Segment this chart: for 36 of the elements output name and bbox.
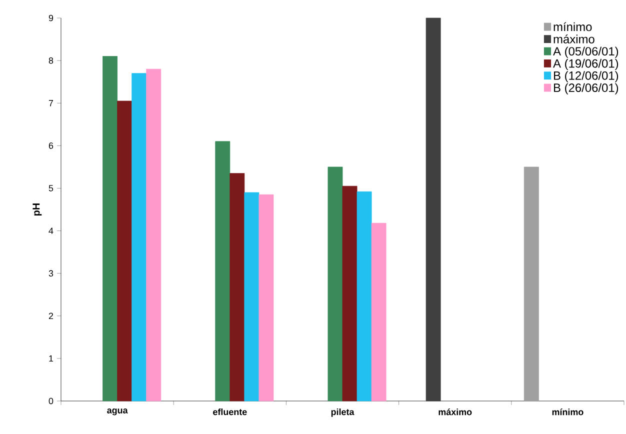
legend-label: A (05/06/01)	[553, 46, 618, 58]
bar	[102, 56, 118, 402]
y-tick-label: 7	[48, 100, 54, 106]
y-tick-label: 8	[48, 57, 54, 64]
x-tick-label: efluente	[213, 408, 247, 416]
bar	[258, 194, 274, 402]
legend-label: B (26/06/01)	[554, 83, 618, 94]
y-axis-title: pH	[32, 204, 42, 216]
bar	[342, 186, 358, 402]
bar	[117, 100, 132, 402]
y-tick-label: 4	[48, 228, 54, 234]
x-tick-label: pileta	[331, 408, 354, 417]
y-tick-label: 6	[48, 142, 54, 149]
bar	[328, 166, 343, 402]
legend-label: mínimo	[554, 22, 592, 32]
legend-label: A (19/06/01)	[553, 58, 618, 70]
bar	[146, 68, 162, 402]
y-tick-label: 3	[48, 270, 54, 277]
bar	[132, 73, 147, 402]
y-tick-label: 5	[48, 185, 54, 192]
legend-label: máximo	[554, 34, 594, 44]
bar	[215, 141, 230, 402]
legend-label: B (12/06/01)	[554, 71, 618, 82]
x-tick-label: máximo	[438, 408, 472, 416]
x-tick-label: mínimo	[552, 408, 584, 416]
y-tick-label: 2	[48, 312, 54, 320]
bar	[371, 222, 386, 402]
y-tick-label: 1	[49, 355, 54, 362]
bar	[230, 173, 245, 402]
bar	[356, 191, 372, 402]
bar	[524, 166, 539, 402]
bar	[426, 18, 441, 402]
x-tick-label: agua	[107, 408, 128, 416]
y-tick-label: 0	[48, 398, 54, 404]
y-tick-label: 9	[48, 14, 54, 22]
bar	[244, 192, 260, 402]
